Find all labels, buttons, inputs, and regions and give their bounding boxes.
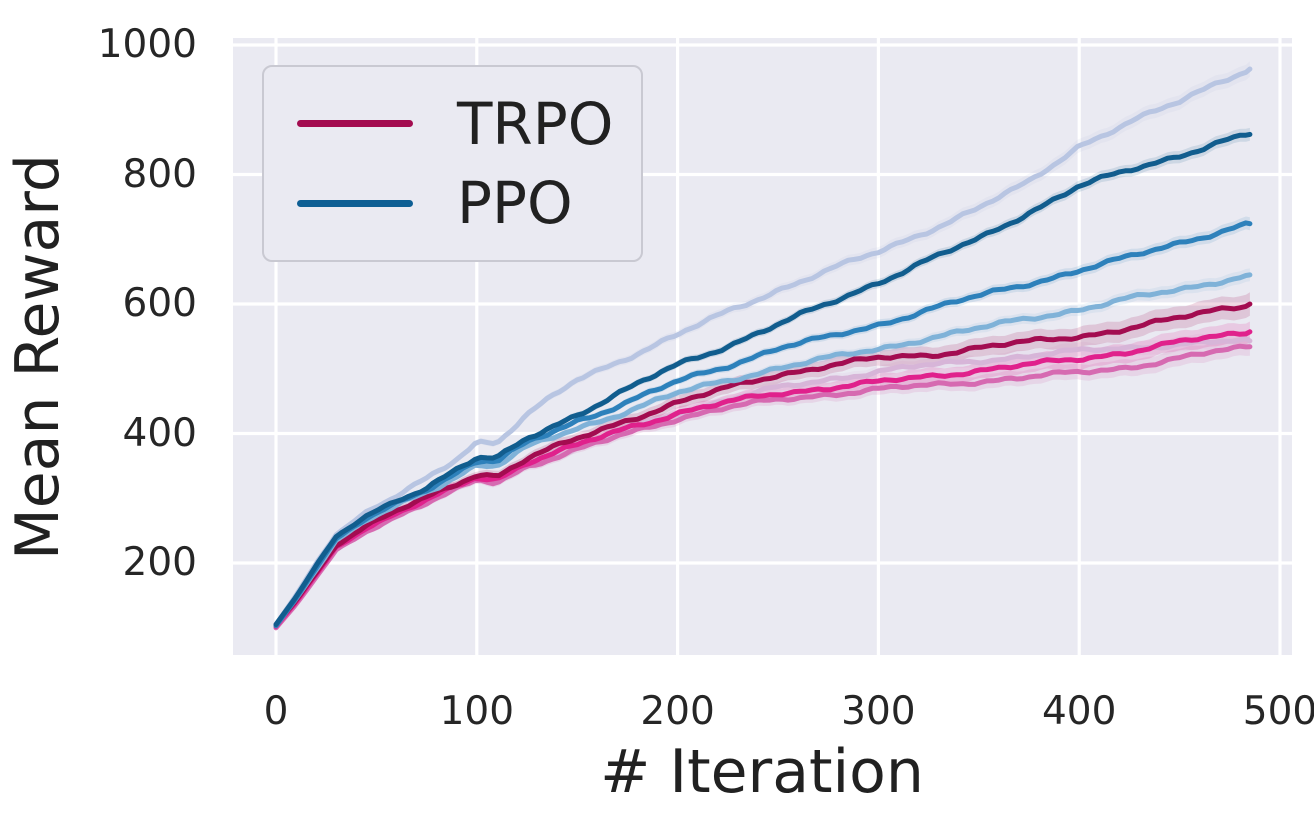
x-tick-200: 200 (640, 689, 715, 734)
y-tick-1000: 1000 (97, 22, 197, 67)
series-ppo-lightest-line (273, 66, 1253, 627)
legend: TRPO PPO (262, 65, 643, 262)
x-tick-0: 0 (263, 689, 289, 734)
series-trpo-magenta-line (273, 329, 1253, 629)
x-tick-400: 400 (1041, 689, 1117, 734)
series-ppo-medium-line (273, 220, 1253, 629)
y-tick-600: 600 (122, 281, 197, 326)
x-axis-label: # Iteration (600, 737, 924, 807)
x-tick-500: 500 (1242, 689, 1314, 734)
series-ppo-lightest-band (276, 61, 1250, 627)
y-tick-800: 800 (122, 151, 197, 197)
ppo-legend-line-icon (297, 199, 413, 207)
x-tick-300: 300 (841, 689, 916, 734)
legend-entry-trpo: TRPO (297, 95, 631, 153)
series-ppo-dark-line (273, 131, 1253, 627)
series-trpo-dark-band (276, 292, 1250, 628)
series-ppo-steel-line (273, 272, 1253, 629)
y-tick-200: 200 (122, 540, 197, 585)
trpo-legend-line-icon (297, 120, 413, 128)
legend-entry-ppo: PPO (297, 174, 631, 232)
series-trpo-magenta-band (276, 321, 1250, 629)
legend-label-trpo: TRPO (457, 89, 614, 158)
x-tick-100: 100 (439, 689, 515, 734)
legend-label-ppo: PPO (457, 169, 573, 238)
y-tick-400: 400 (122, 410, 197, 456)
series-trpo-orchid-line (273, 343, 1253, 631)
